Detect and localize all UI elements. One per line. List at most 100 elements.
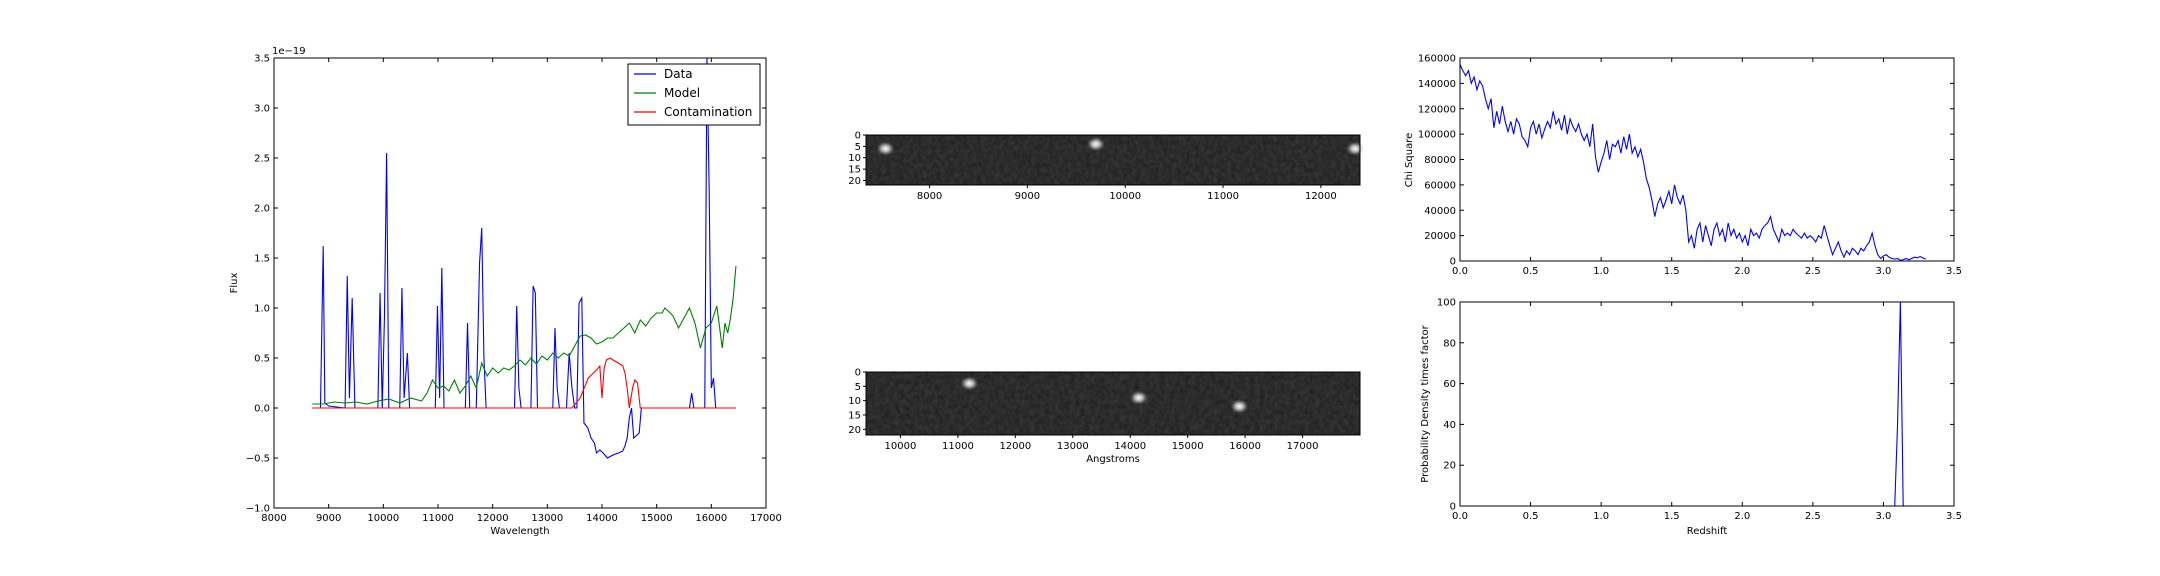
y-tick-label: 2.0 (254, 204, 270, 215)
x-tick-label: 1.5 (1664, 266, 1680, 277)
offset-label: 1e−19 (272, 46, 306, 57)
chi-square-series-line (1460, 64, 1926, 261)
x-tick-label: 0.5 (1523, 266, 1539, 277)
x-tick-label: 11000 (1207, 191, 1239, 202)
chi-ylabel: Chi Square (1404, 133, 1415, 187)
y-tick-label: 0 (1450, 502, 1456, 513)
x-tick-label: 9000 (316, 513, 341, 524)
y-tick-label: 20 (848, 176, 861, 187)
x-tick-label: 0.0 (1452, 266, 1468, 277)
x-tick-label: 12000 (477, 513, 509, 524)
x-tick-label: 2.5 (1805, 266, 1821, 277)
y-tick-label: 20 (848, 425, 861, 436)
y-tick-label: 3.0 (254, 104, 270, 115)
flux-spectrum-chart: 8000 9000 10000 11000 12000 13000 14000 15000 16… (246, 54, 782, 525)
y-tick-label: 120000 (1418, 104, 1456, 115)
image-noise (866, 372, 1360, 435)
x-tick-label: 3.5 (1946, 266, 1962, 277)
pdf-ylabel: Probability Density times factor (1420, 324, 1431, 482)
x-tick-label: 12000 (1305, 191, 1337, 202)
y-tick-label: 0 (855, 368, 861, 379)
y-tick-label: 0 (855, 131, 861, 142)
legend-label-data: Data (664, 67, 693, 81)
x-tick-label: 0.5 (1523, 511, 1539, 522)
y-tick-label: 0.5 (254, 354, 270, 365)
y-tick-label: 15 (848, 410, 861, 421)
x-tick-label: 14000 (586, 513, 618, 524)
x-tick-label: 8000 (261, 513, 286, 524)
x-tick-label: 16000 (1229, 441, 1261, 452)
image-frame (865, 371, 1361, 436)
y-tick-label: 0.0 (254, 404, 270, 415)
x-tick-label: 15000 (1172, 441, 1204, 452)
axes-frame (1459, 57, 1955, 262)
legend: Data Model Contamination (627, 63, 761, 126)
x-tick-label: 10000 (367, 513, 399, 524)
y-tick-label: −0.5 (246, 454, 270, 465)
y-tick-label: 40 (1443, 420, 1456, 431)
x-tick-label: 2.5 (1805, 511, 1821, 522)
y-tick-label: 20000 (1424, 231, 1456, 242)
spectrum-2d-image-bottom: 10000 11000 12000 13000 14000 15000 16000 17000… (848, 368, 1361, 452)
axes-frame (1459, 301, 1955, 507)
model-series-line (312, 265, 737, 405)
x-tick-label: 2.0 (1734, 266, 1750, 277)
x-tick-label: 13000 (1057, 441, 1089, 452)
x-tick-label: 1.0 (1593, 266, 1609, 277)
axes-frame (273, 57, 767, 509)
data-series-line (312, 58, 736, 459)
x-tick-label: 2.0 (1734, 511, 1750, 522)
bright-source-spot (1129, 390, 1148, 405)
x-tick-label: 3.5 (1946, 511, 1962, 522)
chi-square-chart: 0.0 0.5 1.0 1.5 2.0 2.5 3.0 3.5 0 20000 40000 60000… (1418, 54, 1962, 278)
image-frame (865, 134, 1361, 186)
y-tick-label: 100000 (1418, 130, 1456, 141)
x-tick-label: 12000 (999, 441, 1031, 452)
y-tick-label: 10 (848, 153, 861, 164)
x-tick-label: 13000 (531, 513, 563, 524)
y-tick-label: 5 (855, 382, 861, 393)
x-tick-label: 1.5 (1664, 511, 1680, 522)
probability-density-series-line (1460, 302, 1926, 506)
x-tick-label: 16000 (695, 513, 727, 524)
legend-label-contamination: Contamination (664, 105, 752, 119)
x-tick-label: 10000 (885, 441, 917, 452)
x-tick-label: 3.0 (1875, 511, 1891, 522)
y-tick-label: 1.0 (254, 304, 270, 315)
x-tick-label: 17000 (1287, 441, 1319, 452)
y-tick-label: 80000 (1424, 155, 1456, 166)
probability-density-chart: 0.0 0.5 1.0 1.5 2.0 2.5 3.0 3.5 0 20 40 60 80 100 (1437, 298, 1962, 523)
y-tick-label: 5 (855, 142, 861, 153)
bright-source-spot (960, 376, 979, 391)
x-tick-label: 0.0 (1452, 511, 1468, 522)
x-tick-label: 9000 (1015, 191, 1040, 202)
x-tick-label: 17000 (750, 513, 782, 524)
flux-ylabel: Flux (229, 273, 240, 294)
y-tick-label: 15 (848, 165, 861, 176)
y-tick-label: 3.5 (254, 54, 270, 65)
x-tick-label: 15000 (641, 513, 673, 524)
bright-source-spot (876, 141, 895, 156)
x-tick-label: 11000 (422, 513, 454, 524)
y-tick-label: 60000 (1424, 180, 1456, 191)
legend-label-model: Model (664, 86, 700, 100)
y-tick-label: 100 (1437, 298, 1456, 309)
x-tick-label: 8000 (917, 191, 942, 202)
y-tick-label: 60 (1443, 379, 1456, 390)
x-tick-label: 14000 (1114, 441, 1146, 452)
x-tick-label: 3.0 (1875, 266, 1891, 277)
bright-source-spot (1086, 137, 1105, 152)
x-tick-label: 11000 (942, 441, 974, 452)
y-tick-label: 140000 (1418, 79, 1456, 90)
y-tick-label: 10 (848, 396, 861, 407)
bright-source-spot (1230, 399, 1249, 414)
y-tick-label: 2.5 (254, 154, 270, 165)
contamination-series-line (312, 357, 736, 409)
y-tick-label: 40000 (1424, 206, 1456, 217)
flux-xlabel: Wavelength (490, 526, 549, 537)
y-tick-label: 80 (1443, 338, 1456, 349)
pdf-xlabel: Redshift (1687, 526, 1728, 537)
y-tick-label: 20 (1443, 461, 1456, 472)
